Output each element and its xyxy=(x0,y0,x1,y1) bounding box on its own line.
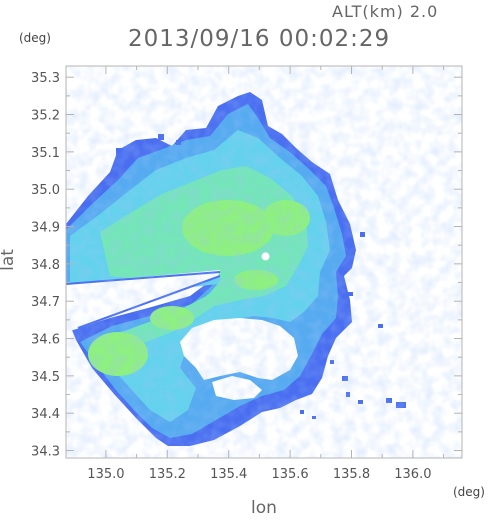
y-tick-label: 34.5 xyxy=(31,370,60,385)
x-tick-label: 135.2 xyxy=(149,467,186,482)
y-tick-label: 35.2 xyxy=(31,109,60,124)
y-tick-label: 34.8 xyxy=(31,258,60,273)
y-tick-label: 34.3 xyxy=(31,445,60,460)
y-tick-label: 34.6 xyxy=(31,333,60,348)
y-tick-label: 35.3 xyxy=(31,71,60,86)
altitude-label: ALT(km) 2.0 xyxy=(332,2,439,21)
x-axis-unit: (deg) xyxy=(453,485,485,499)
x-tick-label: 135.4 xyxy=(210,467,247,482)
y-axis-unit: (deg) xyxy=(19,31,51,45)
x-axis-label: lon xyxy=(251,498,277,518)
x-tick-label: 136.0 xyxy=(394,467,431,482)
x-tick-label: 135.6 xyxy=(271,467,308,482)
plot-timestamp-title: 2013/09/16 00:02:29 xyxy=(128,26,391,52)
plot-frame xyxy=(65,65,463,459)
radar-site-marker xyxy=(261,252,270,261)
echo-layer xyxy=(66,66,462,458)
y-tick-label: 34.4 xyxy=(31,407,60,422)
axis-tick-labels: 135.0 135.2 135.4 135.6 135.8 136.0 35.3 35.2 35… xyxy=(31,71,431,482)
axis-ticks xyxy=(66,66,462,458)
x-tick-label: 135.0 xyxy=(87,467,124,482)
y-tick-label: 34.7 xyxy=(31,295,60,310)
y-tick-label: 35.0 xyxy=(31,183,60,198)
x-tick-label: 135.8 xyxy=(333,467,370,482)
echo-texture xyxy=(66,66,462,458)
y-tick-label: 34.9 xyxy=(31,221,60,236)
y-tick-label: 35.1 xyxy=(31,146,60,161)
